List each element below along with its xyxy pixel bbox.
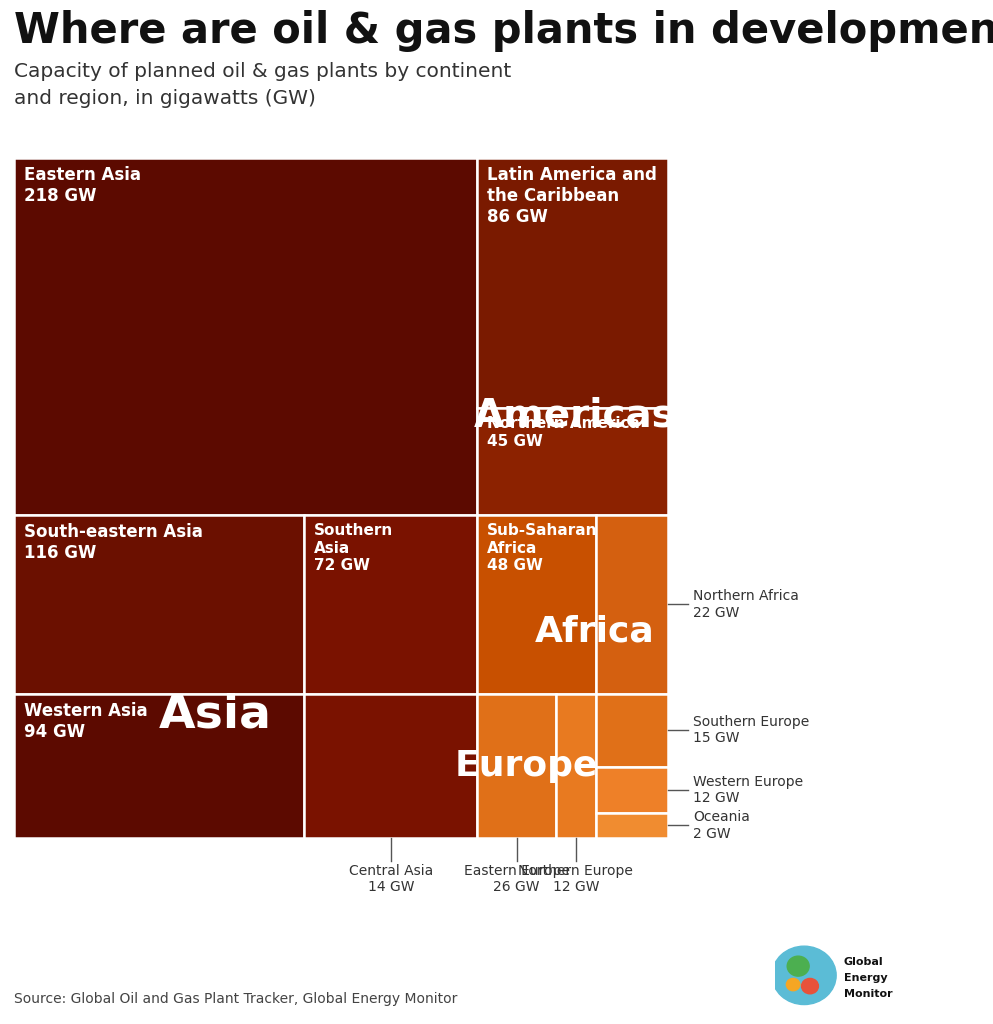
Text: South-eastern Asia
116 GW: South-eastern Asia 116 GW bbox=[24, 523, 203, 562]
Circle shape bbox=[801, 979, 818, 993]
Text: Europe: Europe bbox=[455, 749, 599, 783]
Text: Southern Europe
15 GW: Southern Europe 15 GW bbox=[693, 715, 809, 745]
Bar bbox=[596, 767, 668, 813]
Text: Capacity of planned oil & gas plants by continent
and region, in gigawatts (GW): Capacity of planned oil & gas plants by … bbox=[14, 62, 511, 108]
Text: Africa: Africa bbox=[534, 614, 654, 648]
Circle shape bbox=[786, 979, 800, 991]
Text: Energy: Energy bbox=[844, 973, 888, 983]
Bar bbox=[14, 158, 478, 515]
Bar bbox=[14, 694, 304, 838]
Text: Southern
Asia
72 GW: Southern Asia 72 GW bbox=[314, 523, 393, 573]
Circle shape bbox=[772, 946, 836, 1005]
Text: Western Asia
94 GW: Western Asia 94 GW bbox=[24, 702, 147, 740]
Circle shape bbox=[787, 956, 809, 976]
Bar bbox=[596, 813, 668, 838]
Text: Source: Global Oil and Gas Plant Tracker, Global Energy Monitor: Source: Global Oil and Gas Plant Tracker… bbox=[14, 992, 458, 1006]
Text: Americas: Americas bbox=[474, 396, 676, 434]
Text: Oceania
2 GW: Oceania 2 GW bbox=[693, 810, 750, 841]
Text: Eastern Asia
218 GW: Eastern Asia 218 GW bbox=[24, 166, 141, 205]
Bar bbox=[556, 694, 596, 838]
Bar bbox=[596, 694, 668, 767]
Bar bbox=[478, 694, 556, 838]
Bar bbox=[14, 515, 304, 694]
Bar bbox=[596, 515, 668, 694]
Text: Northern America
45 GW: Northern America 45 GW bbox=[488, 417, 640, 449]
Bar bbox=[304, 694, 478, 838]
Bar bbox=[304, 515, 478, 694]
Text: Sub-Saharan
Africa
48 GW: Sub-Saharan Africa 48 GW bbox=[488, 523, 598, 573]
Text: Latin America and
the Caribbean
86 GW: Latin America and the Caribbean 86 GW bbox=[488, 166, 657, 225]
Bar bbox=[478, 515, 596, 694]
Text: Asia: Asia bbox=[159, 693, 272, 737]
Text: Monitor: Monitor bbox=[844, 989, 893, 998]
Text: Where are oil & gas plants in development?: Where are oil & gas plants in developmen… bbox=[14, 10, 993, 52]
Text: Northern Africa
22 GW: Northern Africa 22 GW bbox=[693, 590, 799, 620]
Text: Northern Europe
12 GW: Northern Europe 12 GW bbox=[518, 863, 634, 894]
Text: Global: Global bbox=[844, 956, 884, 967]
Text: Eastern Europe
26 GW: Eastern Europe 26 GW bbox=[464, 863, 570, 894]
Text: Western Europe
12 GW: Western Europe 12 GW bbox=[693, 774, 803, 805]
Bar bbox=[478, 409, 668, 515]
Text: Central Asia
14 GW: Central Asia 14 GW bbox=[349, 863, 433, 894]
Bar bbox=[478, 158, 668, 409]
